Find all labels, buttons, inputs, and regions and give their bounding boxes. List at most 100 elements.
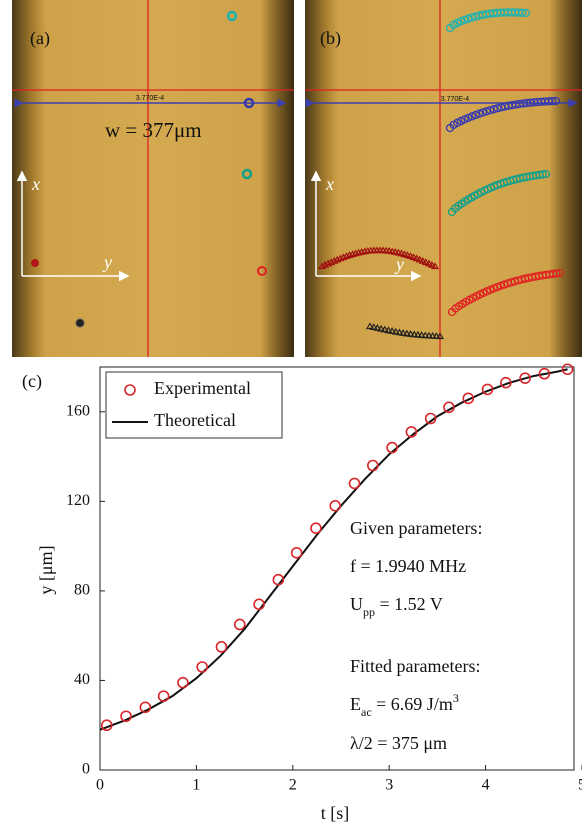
particle-trace	[467, 13, 476, 22]
particle-trace	[435, 332, 445, 340]
particle-trace	[384, 326, 393, 334]
annotation-part: λ/2 = 375 μm	[350, 733, 447, 753]
annotation-part: E	[350, 694, 361, 714]
data-point	[329, 500, 342, 512]
particle-trace	[399, 329, 408, 336]
particle-trace	[555, 268, 565, 278]
axis-letter: x	[325, 174, 334, 194]
y-tick-label: 80	[74, 582, 90, 599]
particle-trace	[464, 113, 473, 122]
photo-a: 3.770E-4 w = 377μm (a) x y	[12, 0, 294, 357]
legend-label: Theoretical	[154, 410, 236, 430]
particle	[257, 266, 267, 276]
data-point	[157, 690, 170, 702]
data-point	[120, 710, 132, 723]
particle-trace	[541, 169, 551, 179]
particle-trace	[421, 258, 430, 266]
particle-trace	[427, 260, 437, 268]
data-point	[519, 372, 531, 384]
particle-trace	[456, 17, 466, 26]
particle-trace	[460, 15, 469, 25]
annotation-part: f = 1.9940 MHz	[350, 556, 466, 576]
data-point	[443, 401, 455, 414]
data-point	[233, 618, 246, 631]
x-tick-label: 4	[482, 777, 490, 794]
particle-trace	[428, 331, 437, 339]
annotation: Eac = 6.69 J/m3	[350, 691, 459, 719]
particle-trace	[412, 254, 421, 262]
particle	[226, 10, 238, 22]
particle-trace	[406, 252, 415, 260]
particle-trace	[496, 281, 505, 290]
annotation: Given parameters:	[350, 518, 482, 538]
annotation-part: Fitted parameters:	[350, 656, 480, 676]
particle-trace	[432, 332, 441, 339]
y-tick-label: 0	[82, 761, 90, 778]
x-axis-title: t [s]	[321, 803, 350, 823]
particle-trace	[413, 330, 422, 338]
panel-label: (a)	[30, 28, 50, 49]
particle-trace	[388, 327, 397, 334]
legend-label: Experimental	[154, 378, 251, 398]
particle-trace	[548, 97, 557, 106]
particle-trace	[376, 324, 386, 332]
data-point	[290, 547, 303, 559]
particle-trace	[421, 331, 430, 339]
particle-trace	[418, 257, 427, 264]
particle-trace	[417, 331, 426, 338]
data-point	[139, 701, 152, 714]
annotation: λ/2 = 375 μm	[350, 733, 447, 753]
data-point	[196, 661, 208, 673]
data-point	[462, 392, 475, 405]
annotation-part: U	[350, 594, 363, 614]
width-label: w = 377μm	[105, 118, 202, 142]
particle	[243, 97, 255, 109]
particle-trace	[463, 14, 473, 23]
axis-letter: x	[31, 174, 40, 194]
data-point	[538, 367, 551, 380]
particle-trace	[551, 96, 561, 106]
particle-trace	[317, 262, 327, 270]
particle-trace	[330, 257, 339, 264]
particle-trace	[402, 329, 411, 337]
particle-trace	[320, 260, 330, 268]
annotation: Upp = 1.52 V	[350, 594, 443, 619]
annotation-part: pp	[363, 605, 375, 619]
panel-label: (c)	[22, 371, 42, 392]
annotation-part: ac	[361, 705, 372, 719]
particle-trace	[380, 325, 389, 333]
data-point	[177, 676, 189, 689]
data-point	[272, 573, 285, 586]
panel-label: (b)	[320, 28, 341, 49]
annotation: Fitted parameters:	[350, 656, 480, 676]
particle	[241, 168, 253, 180]
particle-trace	[467, 112, 477, 121]
particle-trace	[415, 255, 424, 263]
y-tick-label: 120	[66, 492, 90, 509]
data-point	[100, 719, 113, 732]
x-tick-label: 2	[289, 777, 297, 794]
x-tick-label: 1	[192, 777, 200, 794]
particle-trace	[489, 105, 499, 114]
axis-letter: y	[102, 252, 112, 272]
particle-trace	[409, 253, 418, 261]
x-tick-label: 0	[96, 777, 104, 794]
particle-trace	[471, 110, 480, 120]
y-axis-title: y [μm]	[36, 545, 56, 594]
data-point	[405, 426, 418, 438]
annotation-part: Given parameters:	[350, 518, 482, 538]
particle-trace	[538, 170, 547, 179]
data-point	[500, 376, 512, 389]
y-tick-label: 160	[66, 402, 90, 419]
legend-box	[105, 371, 283, 439]
particle-trace	[475, 109, 484, 118]
particle-trace	[424, 331, 434, 339]
particle-trace	[369, 323, 378, 330]
particle-trace	[518, 8, 527, 17]
particle-trace	[430, 262, 440, 270]
particle-trace	[482, 107, 491, 116]
legend-marker	[124, 384, 136, 396]
particle-trace	[373, 324, 382, 331]
particle-trace	[521, 8, 531, 18]
